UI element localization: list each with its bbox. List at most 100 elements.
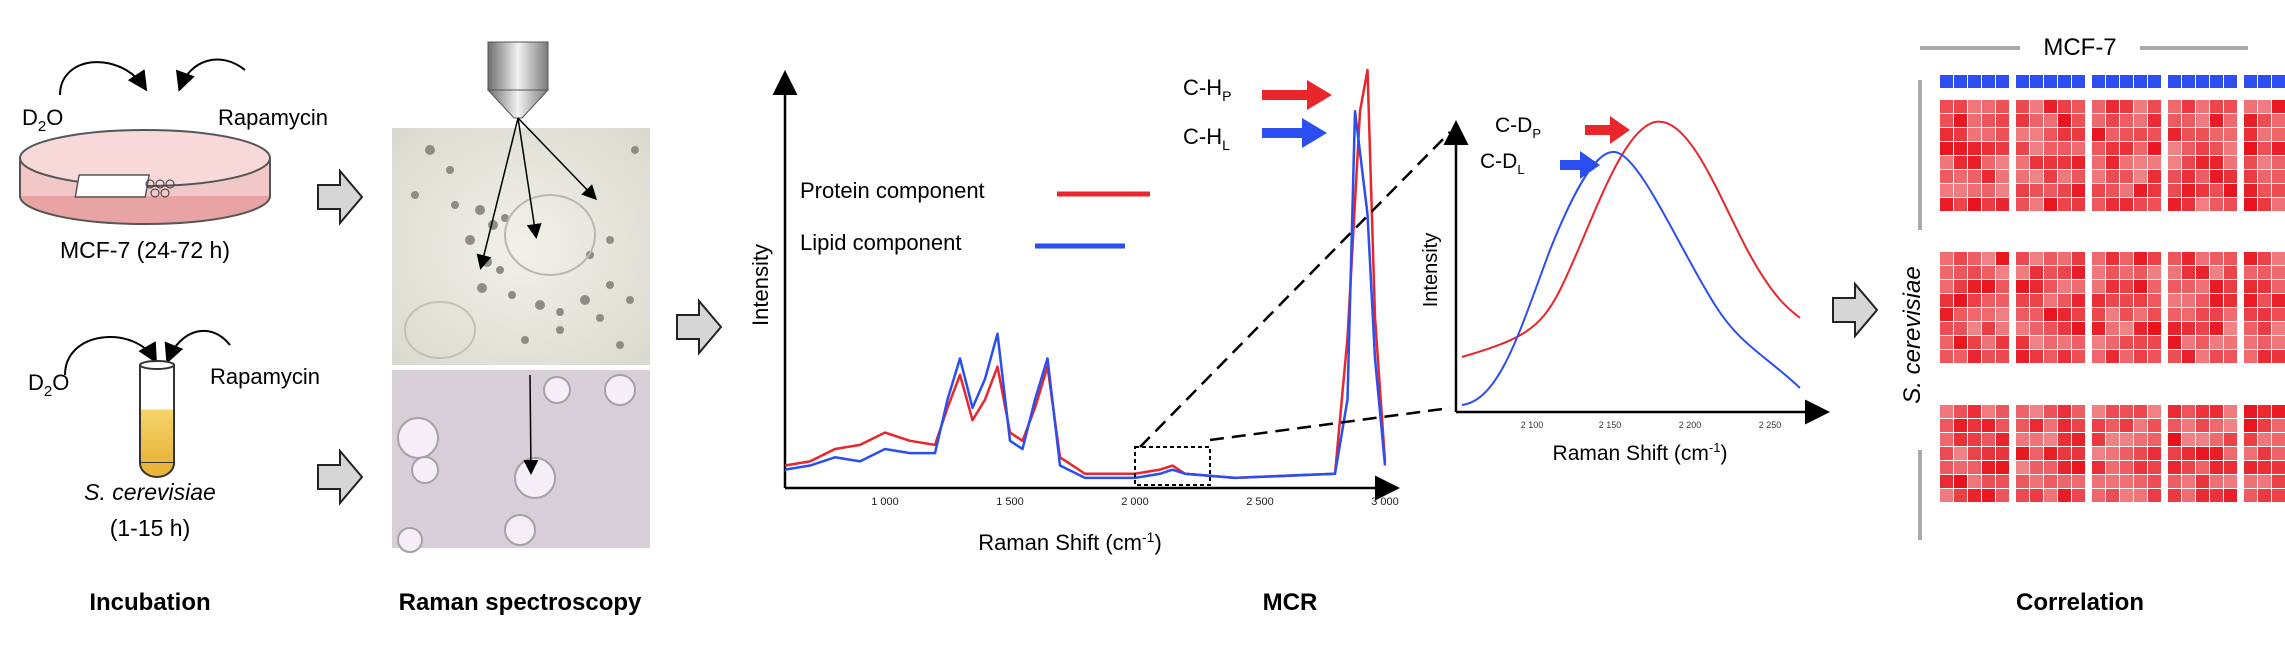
heatmap-cell bbox=[2258, 280, 2271, 293]
lipid-droplets bbox=[411, 145, 639, 349]
heatmap-cell bbox=[2210, 322, 2223, 335]
heatmap-cell bbox=[2044, 114, 2057, 127]
x-tick-label: 1 000 bbox=[871, 496, 899, 508]
heatmap-cell bbox=[2072, 461, 2085, 474]
heatmap-cell bbox=[2168, 350, 2181, 363]
heatmap-cell bbox=[2072, 336, 2085, 349]
heatmap-cell bbox=[1954, 266, 1967, 279]
heatmap-cell bbox=[2120, 308, 2133, 321]
zoom-box bbox=[1134, 446, 1211, 486]
heatmap-cell bbox=[2196, 114, 2209, 127]
heatmap-cell bbox=[2106, 128, 2119, 141]
d2o-label: D2O bbox=[28, 370, 69, 400]
heatmap-cell bbox=[2106, 280, 2119, 293]
heatmap-cell bbox=[2210, 100, 2223, 113]
heatmap-cell bbox=[2196, 350, 2209, 363]
heatmap-cell bbox=[2244, 266, 2257, 279]
heatmap-cell bbox=[2224, 405, 2237, 418]
heatmap-cell bbox=[2244, 461, 2257, 474]
heatmap-cell bbox=[2272, 336, 2285, 349]
heatmap-cell bbox=[2168, 419, 2181, 432]
heatmap-cell bbox=[2120, 405, 2133, 418]
heatmap-cell bbox=[1954, 419, 1967, 432]
heatmap-cell bbox=[2258, 350, 2271, 363]
series-line-lipid bbox=[784, 109, 1387, 480]
heatmap-cell bbox=[2168, 100, 2181, 113]
heatmap-cell bbox=[1982, 128, 1995, 141]
heatmap-header-cell bbox=[1968, 75, 1981, 88]
heatmap-cell bbox=[2148, 294, 2161, 307]
heatmap-cell bbox=[1982, 308, 1995, 321]
heatmap-cell bbox=[1940, 252, 1953, 265]
heatmap-cell bbox=[2224, 419, 2237, 432]
heatmap-cell bbox=[2258, 433, 2271, 446]
heatmap-cell bbox=[2134, 405, 2147, 418]
heatmap-cell bbox=[2106, 100, 2119, 113]
heatmap-cell bbox=[2016, 114, 2029, 127]
heatmap-cell bbox=[2244, 252, 2257, 265]
heatmap-cell bbox=[2210, 336, 2223, 349]
legend-protein-label: Protein component bbox=[800, 178, 985, 203]
heatmap-cell bbox=[2044, 322, 2057, 335]
heatmap-cell bbox=[2196, 198, 2209, 211]
svg-text:2 250: 2 250 bbox=[1759, 420, 1782, 430]
heatmap-cell bbox=[2092, 100, 2105, 113]
heatmap-cell bbox=[2106, 475, 2119, 488]
heatmap-cell bbox=[2072, 198, 2085, 211]
heatmap-cell bbox=[1940, 447, 1953, 460]
heatmap-cell bbox=[2016, 419, 2029, 432]
heatmap-cell bbox=[2244, 294, 2257, 307]
heatmap-cell bbox=[1968, 100, 1981, 113]
heatmap-cell bbox=[2182, 156, 2195, 169]
heatmap-cell bbox=[2272, 280, 2285, 293]
heatmap-cell bbox=[2148, 419, 2161, 432]
block-arrows bbox=[317, 168, 1879, 506]
heatmap-cell bbox=[2258, 156, 2271, 169]
heatmap-cell bbox=[1982, 156, 1995, 169]
heatmap-cell bbox=[2016, 308, 2029, 321]
heatmap-cell bbox=[2210, 294, 2223, 307]
heatmap-cell bbox=[1996, 489, 2009, 502]
heatmap-cell bbox=[2224, 114, 2237, 127]
heatmap-cell bbox=[2072, 114, 2085, 127]
heatmap-cell bbox=[2134, 322, 2147, 335]
heatmap-cell bbox=[2210, 419, 2223, 432]
heatmap-cell bbox=[2168, 114, 2181, 127]
heatmap-cell bbox=[2058, 100, 2071, 113]
heatmap-header-cell bbox=[2148, 75, 2161, 88]
heatmap-cell bbox=[1940, 336, 1953, 349]
yeast-time-caption: (1-15 h) bbox=[110, 515, 191, 541]
heatmap-cell bbox=[1996, 184, 2009, 197]
heatmap-cell bbox=[2134, 336, 2147, 349]
heatmap-cell bbox=[2044, 252, 2057, 265]
heatmap-cell bbox=[2272, 350, 2285, 363]
heatmap-cell bbox=[2092, 447, 2105, 460]
heatmap-cell bbox=[2092, 266, 2105, 279]
heatmap-cell bbox=[2168, 308, 2181, 321]
heatmap-cell bbox=[2168, 142, 2181, 155]
heatmap-cell bbox=[2092, 198, 2105, 211]
heatmap-cell bbox=[2120, 156, 2133, 169]
heatmap-cell bbox=[2120, 266, 2133, 279]
legend-lipid-label: Lipid component bbox=[800, 230, 961, 255]
heatmap-cell bbox=[1968, 350, 1981, 363]
heatmap-header-cell bbox=[2168, 75, 2181, 88]
heatmap-cell bbox=[2134, 433, 2147, 446]
heatmap-cell bbox=[1996, 142, 2009, 155]
heatmap-cell bbox=[2224, 461, 2237, 474]
heatmap-cell bbox=[2106, 156, 2119, 169]
heatmap-cell bbox=[2258, 266, 2271, 279]
heatmap-cell bbox=[1996, 266, 2009, 279]
heatmap-cell bbox=[2224, 170, 2237, 183]
heatmap-cell bbox=[2058, 198, 2071, 211]
x-tick-label: 2 000 bbox=[1121, 496, 1149, 508]
heatmap-cell bbox=[1996, 156, 2009, 169]
heatmap-cell bbox=[1940, 419, 1953, 432]
heatmap-cell bbox=[2134, 294, 2147, 307]
heatmap-cell bbox=[2120, 170, 2133, 183]
heatmap-cell bbox=[2148, 447, 2161, 460]
heatmap-cell bbox=[2196, 461, 2209, 474]
heatmap-cell bbox=[2106, 142, 2119, 155]
heatmap-cell bbox=[2196, 336, 2209, 349]
